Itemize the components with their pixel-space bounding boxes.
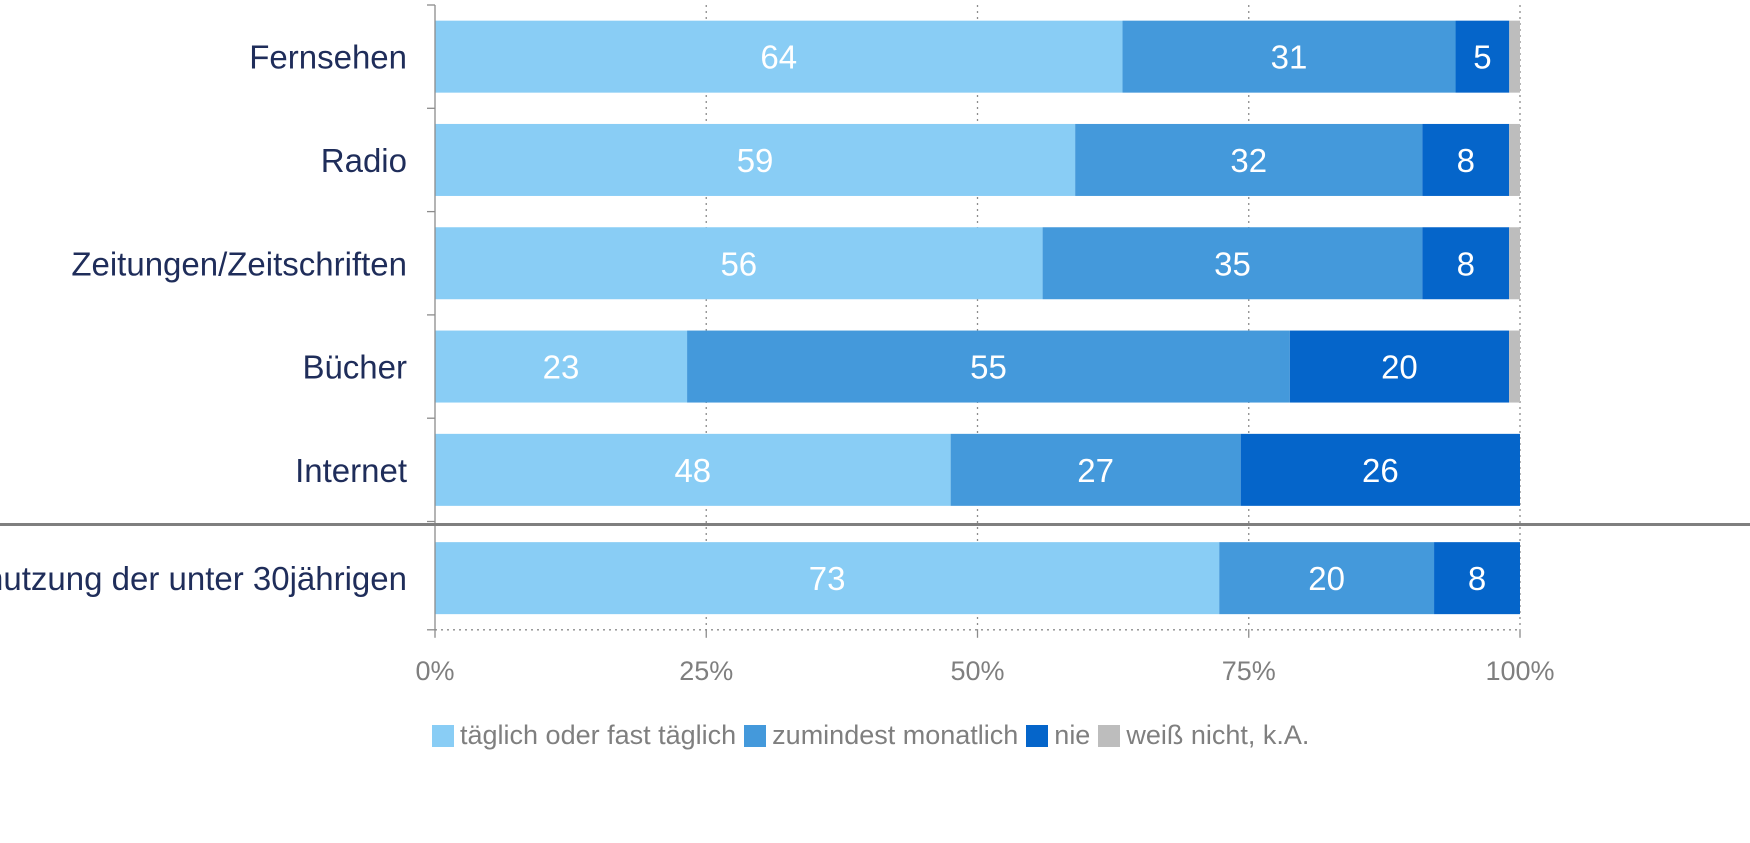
legend-item: nie: [1026, 720, 1090, 751]
x-tick-label: 25%: [679, 656, 733, 686]
data-label: 20: [1308, 560, 1345, 597]
category-label: Internet: [295, 452, 407, 489]
bar-segment: [1455, 20, 1510, 93]
bar-segment: [1509, 330, 1520, 403]
data-label: 20: [1381, 349, 1418, 386]
bar-segment: [435, 330, 688, 403]
data-label: 27: [1077, 452, 1114, 489]
category-label: Bücher: [302, 349, 407, 386]
value-labels: 64 31 5 59 32 8 56 35 8 23 55 20 48 27 26 73 20 8: [543, 39, 1492, 598]
category-label: Radio: [321, 142, 407, 179]
data-label: 8: [1468, 560, 1486, 597]
bar-segment: [435, 227, 1043, 300]
bar-segment: [1509, 20, 1520, 93]
data-label: 32: [1230, 142, 1267, 179]
data-label: 35: [1214, 245, 1251, 282]
bar-segment: [687, 330, 1290, 403]
bar-segment: [435, 542, 1220, 615]
x-tick-label: 0%: [415, 656, 454, 686]
x-tick-label: 75%: [1222, 656, 1276, 686]
bar-segment: [1219, 542, 1435, 615]
bar-segment: [435, 123, 1076, 196]
bar-segment: [1122, 20, 1456, 93]
bar-segment: [1509, 227, 1520, 300]
legend-label: weiß nicht, k.A.: [1126, 720, 1310, 750]
bar-segment: [1289, 330, 1510, 403]
legend-label: zumindest monatlich: [772, 720, 1019, 750]
legend-label: täglich oder fast täglich: [460, 720, 737, 750]
bar-segment: [1075, 123, 1423, 196]
x-tick-label: 50%: [950, 656, 1004, 686]
data-label: 48: [674, 452, 711, 489]
category-label: Fernsehen: [249, 39, 407, 76]
category-label: Zeitungen/Zeitschriften: [71, 245, 407, 282]
bar-segment: [950, 433, 1241, 506]
legend-swatch: [1098, 724, 1121, 747]
data-label: 31: [1271, 39, 1308, 76]
category-labels: Fernsehen Radio Zeitungen/Zeitschriften Büc…: [0, 39, 407, 598]
axes: [0, 4, 1750, 638]
bar-segments: [435, 20, 1520, 615]
data-label: 64: [760, 39, 797, 76]
data-label: 8: [1457, 245, 1475, 282]
gridlines: [705, 5, 1521, 630]
category-label: Internetnutzung der unter 30jährigen: [0, 560, 407, 597]
data-label: 56: [720, 245, 757, 282]
bar-segment: [1042, 227, 1423, 300]
legend-item: täglich oder fast täglich: [432, 720, 736, 751]
legend: täglich oder fast täglich zumindest monat…: [432, 720, 1317, 751]
bar-segment: [1422, 123, 1510, 196]
data-label: 55: [970, 349, 1007, 386]
data-label: 5: [1473, 39, 1491, 76]
bar-segment: [1434, 542, 1520, 615]
legend-swatch: [432, 724, 454, 747]
legend-item: weiß nicht, k.A.: [1098, 720, 1309, 751]
legend-swatch: [1026, 724, 1049, 747]
bar-segment: [435, 20, 1123, 93]
bar-segment: [1240, 433, 1520, 506]
data-label: 73: [809, 560, 846, 597]
legend-label: nie: [1054, 720, 1091, 750]
legend-item: zumindest monatlich: [744, 720, 1018, 751]
data-label: 8: [1457, 142, 1475, 179]
bar-segment: [435, 433, 951, 506]
legend-swatch: [744, 724, 767, 747]
bar-segment: [1509, 123, 1520, 196]
bar-segment: [1422, 227, 1510, 300]
data-label: 26: [1362, 452, 1399, 489]
x-tick-label: 100%: [1485, 656, 1554, 686]
x-tick-labels: 0% 25% 50% 75% 100%: [415, 656, 1554, 686]
data-label: 23: [543, 349, 580, 386]
data-label: 59: [737, 142, 774, 179]
